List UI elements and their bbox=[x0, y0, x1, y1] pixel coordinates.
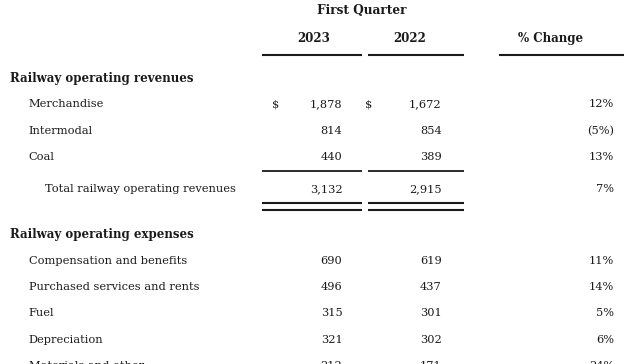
Text: % Change: % Change bbox=[518, 32, 583, 45]
Text: 3,132: 3,132 bbox=[310, 184, 342, 194]
Text: 1,878: 1,878 bbox=[310, 99, 342, 110]
Text: 7%: 7% bbox=[596, 184, 614, 194]
Text: 437: 437 bbox=[420, 282, 442, 292]
Text: 2023: 2023 bbox=[297, 32, 330, 45]
Text: 2022: 2022 bbox=[393, 32, 426, 45]
Text: 13%: 13% bbox=[589, 152, 614, 162]
Text: 814: 814 bbox=[321, 126, 342, 136]
Text: Total railway operating revenues: Total railway operating revenues bbox=[45, 184, 236, 194]
Text: 1,672: 1,672 bbox=[409, 99, 442, 110]
Text: 12%: 12% bbox=[589, 99, 614, 110]
Text: 496: 496 bbox=[321, 282, 342, 292]
Text: Compensation and benefits: Compensation and benefits bbox=[29, 256, 187, 266]
Text: 171: 171 bbox=[420, 361, 442, 364]
Text: 854: 854 bbox=[420, 126, 442, 136]
Text: Railway operating revenues: Railway operating revenues bbox=[10, 72, 193, 85]
Text: 619: 619 bbox=[420, 256, 442, 266]
Text: Merchandise: Merchandise bbox=[29, 99, 104, 110]
Text: 440: 440 bbox=[321, 152, 342, 162]
Text: Coal: Coal bbox=[29, 152, 54, 162]
Text: 212: 212 bbox=[321, 361, 342, 364]
Text: Intermodal: Intermodal bbox=[29, 126, 93, 136]
Text: Depreciation: Depreciation bbox=[29, 335, 104, 345]
Text: 5%: 5% bbox=[596, 308, 614, 318]
Text: 389: 389 bbox=[420, 152, 442, 162]
Text: 690: 690 bbox=[321, 256, 342, 266]
Text: 301: 301 bbox=[420, 308, 442, 318]
Text: 302: 302 bbox=[420, 335, 442, 345]
Text: 321: 321 bbox=[321, 335, 342, 345]
Text: 2,915: 2,915 bbox=[409, 184, 442, 194]
Text: Fuel: Fuel bbox=[29, 308, 54, 318]
Text: 14%: 14% bbox=[589, 282, 614, 292]
Text: Materials and other: Materials and other bbox=[29, 361, 144, 364]
Text: 315: 315 bbox=[321, 308, 342, 318]
Text: 24%: 24% bbox=[589, 361, 614, 364]
Text: $: $ bbox=[365, 99, 372, 110]
Text: (5%): (5%) bbox=[588, 126, 614, 136]
Text: 11%: 11% bbox=[589, 256, 614, 266]
Text: Purchased services and rents: Purchased services and rents bbox=[29, 282, 199, 292]
Text: Railway operating expenses: Railway operating expenses bbox=[10, 228, 193, 241]
Text: $: $ bbox=[272, 99, 279, 110]
Text: 6%: 6% bbox=[596, 335, 614, 345]
Text: First Quarter: First Quarter bbox=[317, 4, 406, 17]
